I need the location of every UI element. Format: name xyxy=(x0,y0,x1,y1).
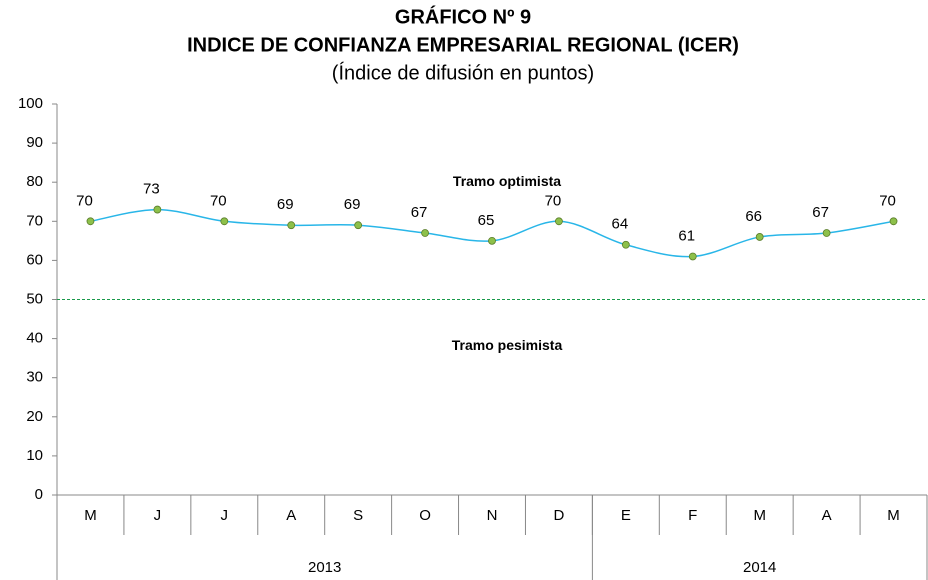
marker xyxy=(555,217,563,226)
x-tick-label: S xyxy=(353,507,363,524)
data-label: 65 xyxy=(478,212,495,229)
x-tick-label: F xyxy=(688,507,697,524)
data-label: 69 xyxy=(344,196,361,213)
x-tick-label: N xyxy=(487,507,498,524)
chart-title: GRÁFICO Nº 9 xyxy=(395,5,531,28)
marker xyxy=(688,252,697,261)
marker xyxy=(822,229,831,237)
y-tick-label: 20 xyxy=(26,408,43,425)
marker xyxy=(86,217,95,226)
data-label: 66 xyxy=(745,208,762,225)
y-tick-label: 0 xyxy=(35,486,43,503)
marker xyxy=(488,236,496,245)
annotation: Tramo optimista xyxy=(453,173,561,189)
chart-subtitle: INDICE DE CONFIANZA EMPRESARIAL REGIONAL… xyxy=(187,34,739,56)
marker xyxy=(153,205,162,214)
data-label: 67 xyxy=(812,204,829,221)
x-tick-label: M xyxy=(84,507,97,524)
data-label: 70 xyxy=(76,192,93,209)
axis-label: (Índice de difusión en puntos) xyxy=(332,61,594,84)
y-tick-label: 50 xyxy=(26,290,43,307)
data-label: 70 xyxy=(879,192,896,209)
x-tick-label: E xyxy=(621,507,631,524)
x-tick-label: J xyxy=(154,507,162,524)
data-label: 61 xyxy=(678,227,695,244)
marker xyxy=(621,240,630,249)
marker xyxy=(889,217,898,226)
group-label: 2013 xyxy=(308,559,341,576)
x-tick-label: O xyxy=(419,507,431,524)
marker xyxy=(220,217,229,226)
data-label: 73 xyxy=(143,181,160,198)
data-label: 70 xyxy=(545,192,562,209)
data-label: 67 xyxy=(411,204,428,221)
data-label: 69 xyxy=(277,196,294,213)
data-label: 64 xyxy=(612,216,629,233)
y-tick-label: 30 xyxy=(26,369,43,386)
marker xyxy=(354,221,363,230)
x-tick-label: A xyxy=(286,507,296,524)
marker xyxy=(755,233,764,241)
y-tick-label: 70 xyxy=(26,212,43,229)
x-tick-label: M xyxy=(753,507,766,524)
marker xyxy=(287,221,296,230)
y-tick-label: 100 xyxy=(18,95,43,112)
x-tick-label: A xyxy=(822,507,832,524)
y-tick-label: 80 xyxy=(26,173,43,190)
x-tick-label: J xyxy=(221,507,229,524)
x-tick-label: M xyxy=(887,507,900,524)
y-tick-label: 90 xyxy=(26,134,43,151)
data-label: 70 xyxy=(210,192,227,209)
x-tick-label: D xyxy=(554,507,565,524)
group-label: 2014 xyxy=(743,559,776,576)
y-tick-label: 40 xyxy=(26,330,43,347)
y-tick-label: 60 xyxy=(26,251,43,268)
y-tick-label: 10 xyxy=(26,447,43,464)
marker xyxy=(421,229,429,237)
annotation: Tramo pesimista xyxy=(452,337,563,353)
